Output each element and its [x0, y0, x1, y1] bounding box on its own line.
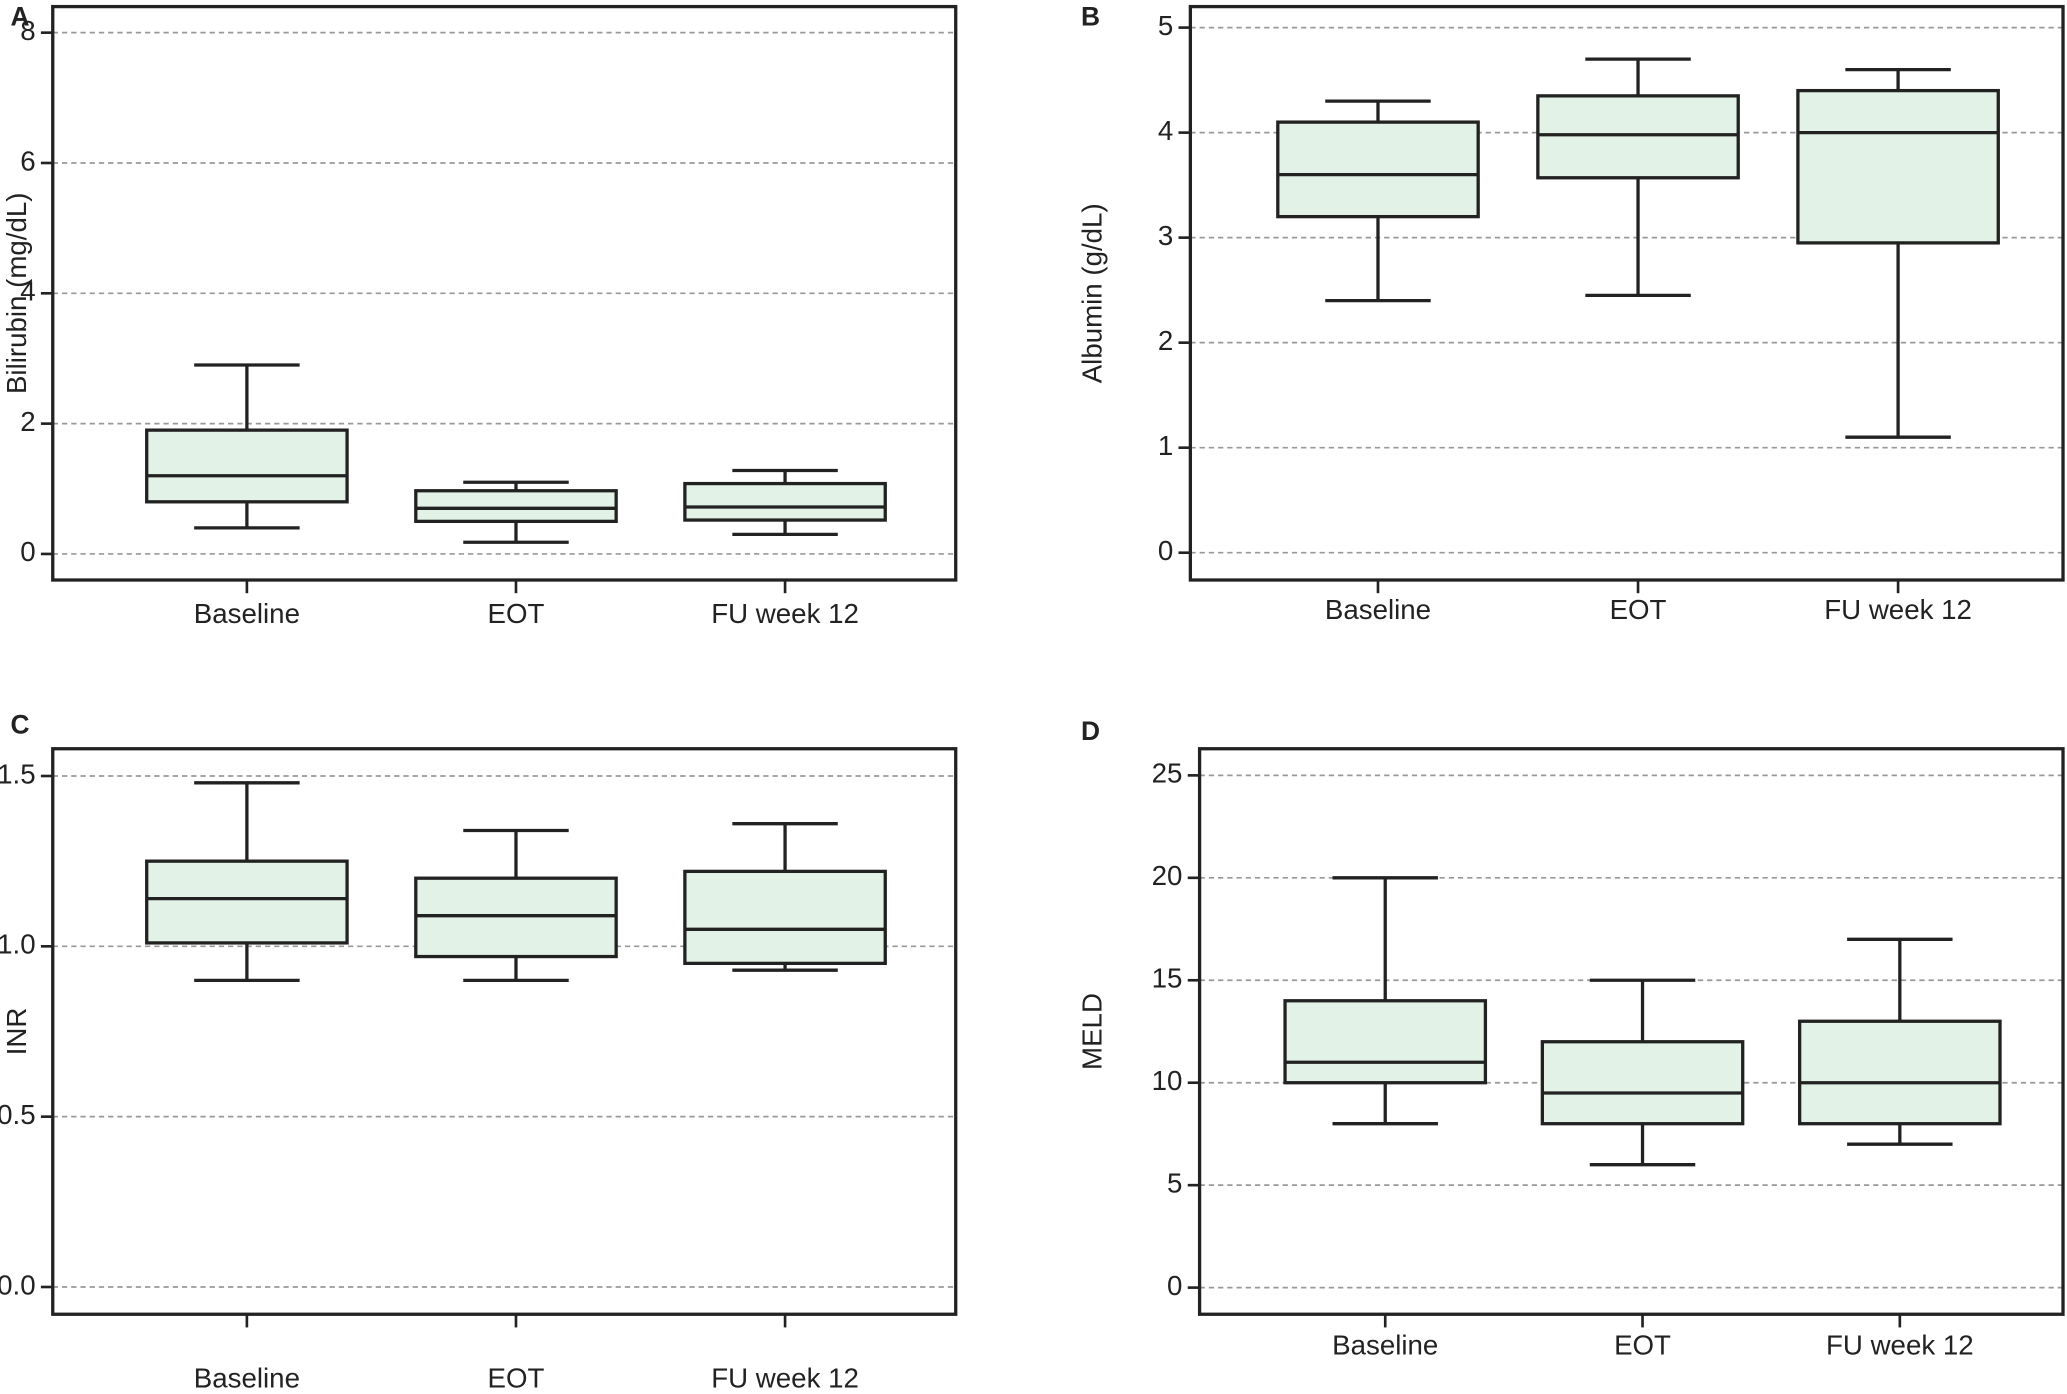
box [1540, 1040, 1745, 1126]
y-tick-label: 0.5 [0, 1099, 36, 1130]
box [414, 489, 618, 524]
y-tick-label: 2 [1158, 325, 1173, 356]
y-tick-label: 0 [20, 536, 35, 567]
x-tick-label: Baseline [1332, 1330, 1438, 1361]
y-tick-label: 1.0 [0, 929, 36, 960]
x-tick-label: Baseline [194, 1362, 300, 1393]
y-tick-label: 0.0 [0, 1269, 36, 1300]
box [414, 876, 618, 959]
panel-label: B [1081, 1, 1100, 31]
y-tick-label: 0 [1158, 535, 1173, 566]
x-tick-label: FU week 12 [711, 1362, 859, 1393]
panel-label: A [11, 1, 30, 31]
box [145, 859, 349, 945]
y-axis-label: Bilirubin (mg/dL) [1, 193, 32, 394]
y-tick-label: 3 [1158, 220, 1173, 251]
x-tick-label: FU week 12 [1826, 1330, 1974, 1361]
box [1797, 1019, 2002, 1126]
y-tick-label: 8 [20, 15, 35, 46]
x-tick-label: EOT [1614, 1330, 1671, 1361]
y-tick-label: 5 [1167, 1167, 1182, 1198]
plot-frame [51, 4, 958, 582]
y-tick-label: 1 [1158, 430, 1173, 461]
box [1283, 999, 1488, 1085]
panel-label: D [1081, 716, 1100, 746]
y-axis-label: MELD [1076, 993, 1107, 1070]
x-tick-label: FU week 12 [711, 598, 859, 629]
y-tick-label: 1.5 [0, 758, 36, 789]
x-tick-label: EOT [488, 1362, 545, 1393]
box [145, 428, 349, 504]
y-tick-label: 15 [1152, 963, 1183, 994]
box [683, 481, 887, 522]
x-tick-label: EOT [488, 598, 545, 629]
y-tick-label: 25 [1152, 758, 1183, 789]
y-tick-label: 4 [20, 276, 35, 307]
plot-frame [1197, 747, 2065, 1316]
y-tick-label: 4 [1158, 115, 1173, 146]
y-tick-label: 2 [20, 406, 35, 437]
y-tick-label: 0 [1167, 1270, 1182, 1301]
plot-frame [51, 747, 958, 1316]
x-tick-label: Baseline [194, 598, 300, 629]
y-tick-label: 6 [20, 145, 35, 176]
box [1796, 88, 2000, 245]
y-tick-label: 20 [1152, 860, 1183, 891]
x-tick-label: FU week 12 [1824, 594, 1972, 625]
x-tick-label: Baseline [1325, 594, 1431, 625]
y-tick-label: 10 [1152, 1065, 1183, 1096]
plot-frame [1188, 4, 2065, 582]
x-tick-label: EOT [1610, 594, 1667, 625]
panel-label: C [11, 709, 30, 739]
box [1276, 120, 1480, 219]
box [1536, 94, 1740, 180]
box [683, 869, 887, 966]
y-axis-label: Albumin (g/dL) [1076, 203, 1107, 383]
y-axis-label: INR [1, 1008, 32, 1056]
y-tick-label: 5 [1158, 10, 1173, 41]
